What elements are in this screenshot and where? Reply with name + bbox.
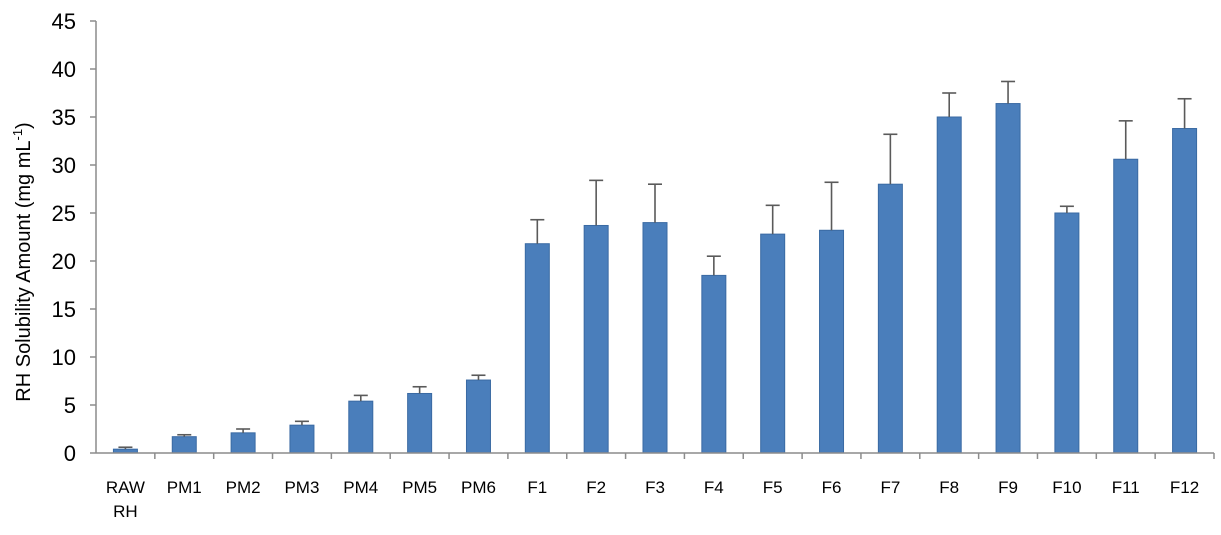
bar [936, 116, 962, 454]
y-tick-label: 0 [64, 441, 76, 466]
bar [171, 436, 197, 454]
x-tick-label: F5 [763, 478, 783, 497]
bar [877, 183, 903, 454]
x-tick-label: PM1 [167, 478, 202, 497]
y-axis-title-group: RH Solubility Amount (mg mL-1) [10, 122, 35, 401]
y-tick-label: 35 [52, 105, 76, 130]
x-tick-label-line: PM3 [284, 478, 319, 497]
bar [642, 222, 668, 454]
bar [524, 243, 550, 454]
x-tick-label: PM6 [461, 478, 496, 497]
x-axis: RAW RH PM1 PM2 PM3 PM4 PM5 PM6 F1 F2 F3 F4 F5 F6 F7 F8 F… [95, 21, 1215, 521]
y-axis-ticks: 0 5 10 15 20 25 30 35 40 45 [52, 9, 96, 466]
x-tick-label: PM5 [402, 478, 437, 497]
x-tick-label: F10 [1052, 478, 1081, 497]
y-tick-label: 25 [52, 201, 76, 226]
y-tick-label: 30 [52, 153, 76, 178]
bars [112, 103, 1198, 454]
y-axis-title-close: ) [13, 122, 35, 129]
x-tick-label: F8 [939, 478, 959, 497]
y-axis-title-main: RH Solubility Amount (mg mL [13, 141, 35, 402]
bar [1113, 158, 1139, 454]
x-tick-label-line: RH [113, 502, 138, 521]
x-tick-label: RAW RH [106, 478, 145, 521]
error-bars [118, 80, 1192, 450]
bar [701, 274, 727, 454]
x-tick-label-line: PM5 [402, 478, 437, 497]
x-tick-label-line: F3 [645, 478, 665, 497]
x-tick-label-line: F4 [704, 478, 724, 497]
bar [289, 424, 315, 454]
x-tick-label-line: PM1 [167, 478, 202, 497]
x-tick-label-line: F2 [586, 478, 606, 497]
bar [1172, 128, 1198, 454]
y-tick-label: 10 [52, 345, 76, 370]
x-tick-label: F1 [527, 478, 547, 497]
y-tick-label: 40 [52, 57, 76, 82]
x-tick-label: F7 [880, 478, 900, 497]
x-tick-label: PM2 [226, 478, 261, 497]
x-tick-label: F2 [586, 478, 606, 497]
x-tick-label-line: F12 [1170, 478, 1199, 497]
bar [995, 103, 1021, 454]
x-tick-label-line: F11 [1112, 478, 1140, 497]
x-tick-label: F9 [998, 478, 1018, 497]
x-tick-label-line: F6 [822, 478, 842, 497]
bar [819, 229, 845, 454]
bar [583, 224, 609, 454]
x-tick-label: F3 [645, 478, 665, 497]
x-tick-label-line: PM4 [343, 478, 378, 497]
y-tick-label: 20 [52, 249, 76, 274]
x-tick-label: F12 [1170, 478, 1199, 497]
bar [760, 233, 786, 454]
x-tick-label-line: F7 [880, 478, 900, 497]
bar [1054, 212, 1080, 454]
x-tick-label-line: F8 [939, 478, 959, 497]
y-axis-title: RH Solubility Amount (mg mL-1) [10, 122, 35, 401]
y-tick-label: 45 [52, 9, 76, 34]
x-tick-label-line: PM6 [461, 478, 496, 497]
x-tick-label: F11 [1112, 478, 1140, 497]
bar [407, 392, 433, 454]
bar [348, 400, 374, 454]
x-tick-label: PM3 [284, 478, 319, 497]
x-tick-label-line: F10 [1052, 478, 1081, 497]
x-tick-label-line: F5 [763, 478, 783, 497]
x-tick-label-line: RAW [106, 478, 145, 497]
bar [465, 379, 491, 454]
x-tick-label: PM4 [343, 478, 378, 497]
x-tick-label-line: F9 [998, 478, 1018, 497]
x-tick-label-line: F1 [527, 478, 547, 497]
x-tick-label: F4 [704, 478, 724, 497]
bar [230, 432, 256, 454]
y-tick-label: 5 [64, 393, 76, 418]
y-axis-title-superscript: -1 [10, 129, 25, 141]
x-tick-label-line: PM2 [226, 478, 261, 497]
y-tick-label: 15 [52, 297, 76, 322]
x-tick-label: F6 [822, 478, 842, 497]
